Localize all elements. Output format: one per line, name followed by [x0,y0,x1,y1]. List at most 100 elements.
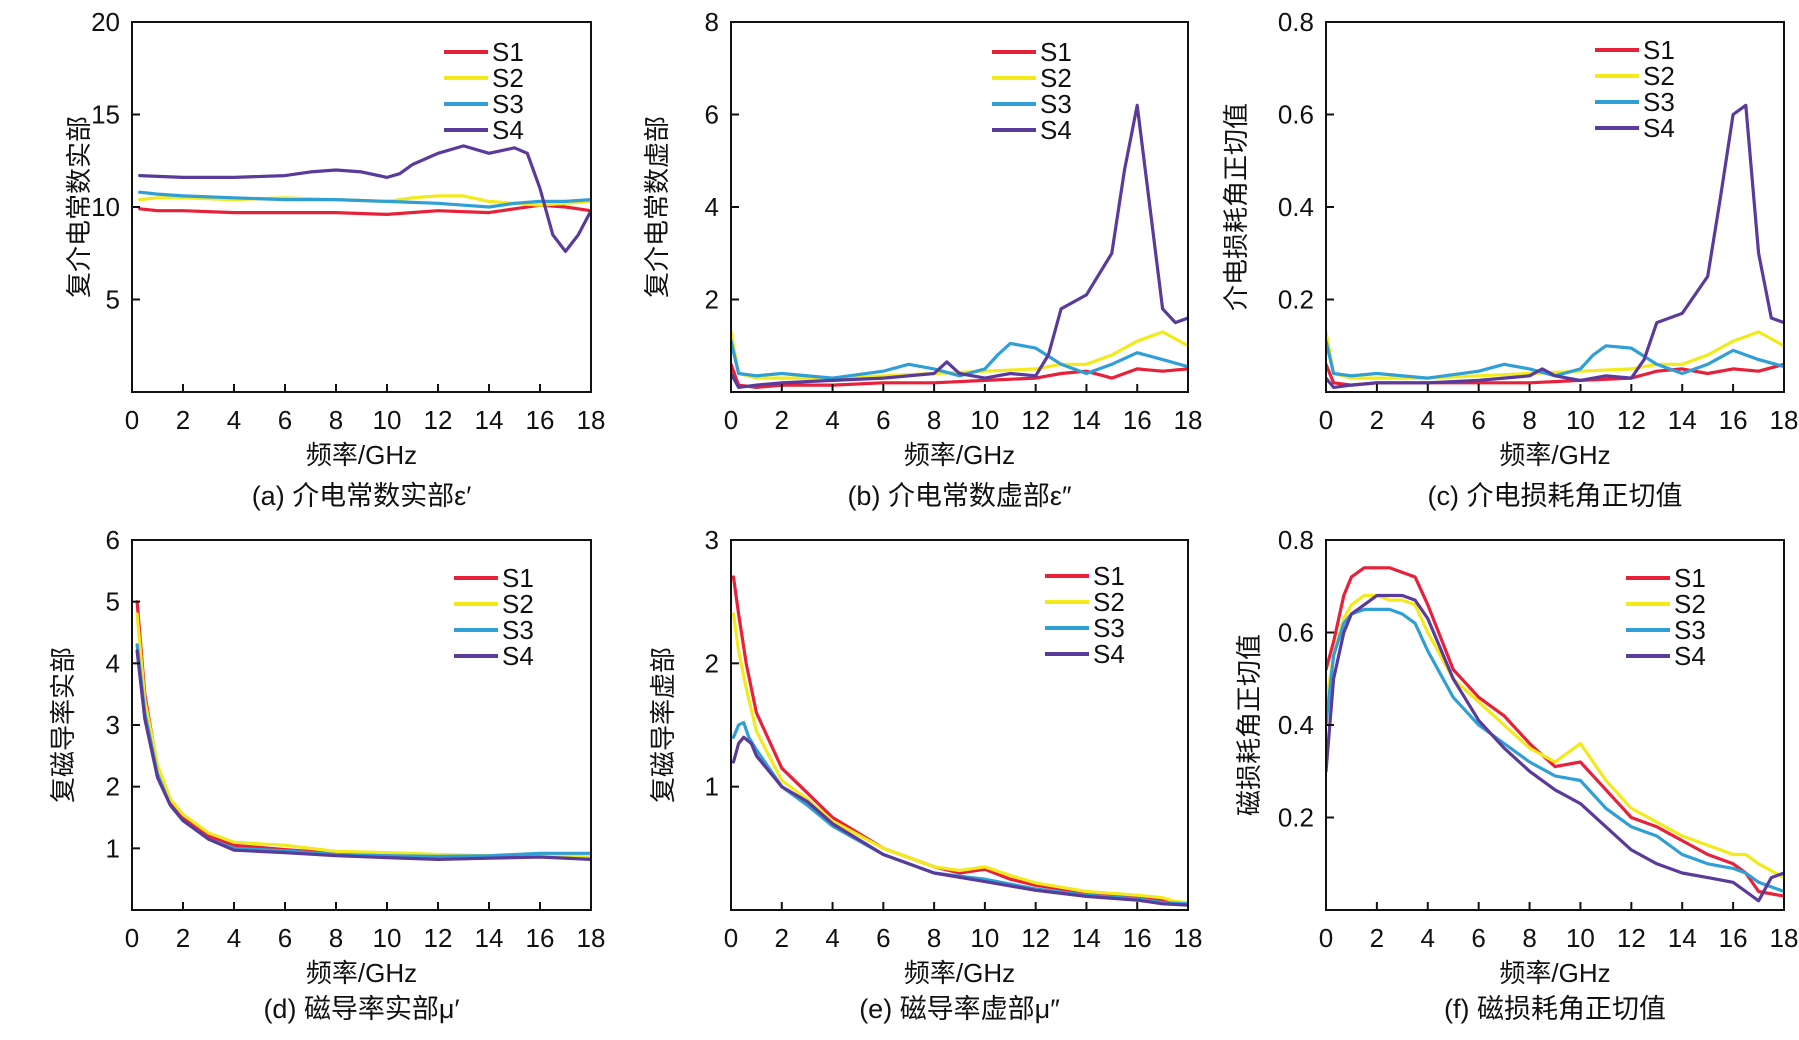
x-tick-label: 0 [1319,405,1333,435]
y-axis-label: 复介电常数虚部 [642,116,672,298]
series-line-s3 [731,339,1188,380]
x-tick-label: 16 [526,923,555,953]
x-tick-label: 4 [1421,923,1435,953]
chart-panel-1: 0 2 4 6 8 10 12 14 16 18 5 10 15 20 频率/GHz 复介电常数实部 (a) 介… [64,7,605,511]
x-tick-label: 0 [125,923,139,953]
x-tick-label: 10 [970,405,999,435]
x-tick-label: 10 [373,923,402,953]
x-axis-label: 频率/GHz [306,440,417,470]
x-tick-label: 8 [329,923,343,953]
x-tick-label: 10 [373,405,402,435]
legend-label-s3: S3 [1093,613,1125,643]
x-tick-label: 2 [775,405,789,435]
x-tick-label: 6 [1471,405,1485,435]
y-tick-label: 0.8 [1278,7,1314,37]
x-tick-label: 18 [1770,405,1799,435]
x-tick-label: 14 [475,405,504,435]
legend-label-s2: S2 [1674,589,1706,619]
x-tick-label: 12 [1617,405,1646,435]
y-tick-label: 1 [106,833,120,863]
legend-label-s1: S1 [1643,35,1675,65]
panel-caption: (e) 磁导率虚部μ″ [859,994,1060,1024]
x-tick-label: 8 [329,405,343,435]
x-tick-label: 12 [424,923,453,953]
y-tick-label: 0.2 [1278,285,1314,315]
x-tick-label: 4 [1421,405,1435,435]
x-tick-label: 18 [577,405,606,435]
y-axis-label: 介电损耗角正切值 [1221,103,1251,311]
x-tick-label: 16 [1719,923,1748,953]
chart-panel-2: 0 2 4 6 8 10 12 14 16 18 2 4 6 8 频率/GHz 复介电常数虚部 (b) 介电常数… [642,7,1202,511]
y-tick-label: 0.4 [1278,192,1314,222]
x-tick-label: 2 [775,923,789,953]
x-tick-label: 4 [227,923,241,953]
series-line-s4 [1326,593,1784,903]
series-line-s3 [135,643,591,859]
legend-label-s4: S4 [492,115,524,145]
y-tick-label: 3 [705,525,719,555]
x-tick-label: 8 [927,923,941,953]
y-tick-label: 0.6 [1278,618,1314,648]
y-tick-label: 8 [705,7,719,37]
y-tick-label: 6 [705,100,719,130]
y-tick-label: 6 [106,525,120,555]
series-line-s2 [731,612,1188,905]
series-line-s3 [1326,607,1784,894]
legend-label-s3: S3 [1643,87,1675,117]
series-line-s4 [138,144,591,253]
x-axis-label: 频率/GHz [1499,958,1610,988]
y-tick-label: 20 [91,7,120,37]
x-tick-label: 10 [1566,923,1595,953]
legend-label-s1: S1 [492,37,524,67]
series-line-s1 [731,362,1188,389]
y-tick-label: 1 [705,772,719,802]
legend-label-s3: S3 [502,615,534,645]
legend-label-s4: S4 [1093,639,1125,669]
y-tick-label: 5 [106,285,120,315]
x-tick-label: 18 [1174,923,1203,953]
x-tick-label: 0 [1319,923,1333,953]
y-axis-label: 复磁导率虚部 [648,647,678,803]
legend-label-s2: S2 [502,589,534,619]
x-tick-label: 18 [577,923,606,953]
x-tick-label: 16 [1719,405,1748,435]
series-line-s1 [138,203,591,216]
legend-label-s3: S3 [1674,615,1706,645]
x-tick-label: 6 [278,923,292,953]
series-line-s1 [1326,566,1784,898]
series-line-s3 [138,190,591,209]
panel-caption: (f) 磁损耗角正切值 [1444,994,1666,1024]
x-tick-label: 10 [970,923,999,953]
panel-caption: (a) 介电常数实部ε′ [252,481,472,511]
legend-label-s4: S4 [502,641,534,671]
legend-label-s1: S1 [1040,37,1072,67]
panel-caption: (c) 介电损耗角正切值 [1428,481,1683,511]
x-tick-label: 14 [1668,405,1697,435]
chart-panel-3: 0 2 4 6 8 10 12 14 16 18 0.2 0.4 0.6 0.8 频率/GHz 介电损耗角正切… [1221,7,1798,511]
series-line-s4 [731,103,1188,389]
series-line-s2 [1326,330,1784,380]
x-axis-label: 频率/GHz [904,958,1015,988]
x-tick-label: 14 [1072,923,1101,953]
legend-label-s3: S3 [492,89,524,119]
legend-label-s4: S4 [1674,641,1706,671]
x-tick-label: 14 [1072,405,1101,435]
y-tick-label: 2 [705,648,719,678]
x-tick-label: 6 [876,923,890,953]
x-tick-label: 12 [1617,923,1646,953]
x-tick-label: 16 [526,405,555,435]
x-tick-label: 18 [1174,405,1203,435]
x-axis-label: 频率/GHz [306,958,417,988]
x-tick-label: 0 [724,405,738,435]
x-tick-label: 2 [176,405,190,435]
legend-label-s4: S4 [1040,115,1072,145]
x-tick-label: 2 [1370,405,1384,435]
y-axis-label: 复磁导率实部 [48,647,78,803]
y-axis-label: 复介电常数实部 [64,116,94,298]
